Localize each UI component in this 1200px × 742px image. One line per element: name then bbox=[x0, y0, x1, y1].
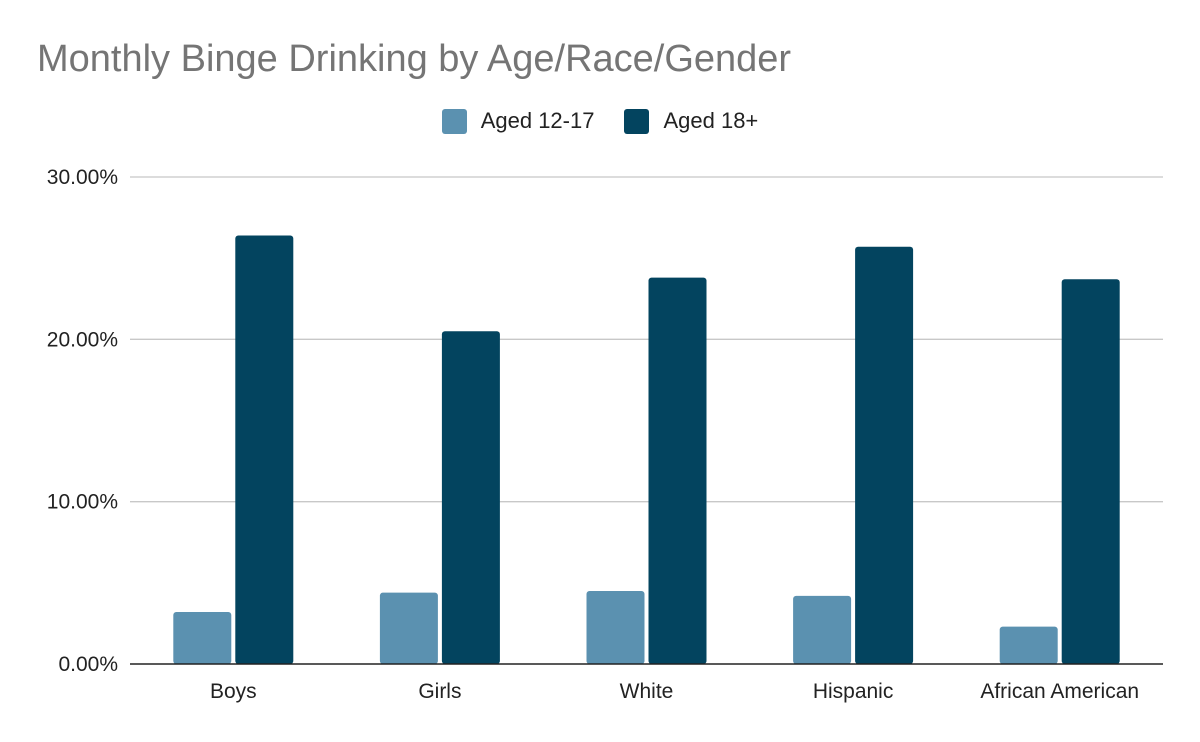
bar-aged-12-17 bbox=[379, 592, 438, 664]
y-tick-label: 10.00% bbox=[47, 491, 118, 514]
legend-item-aged-12-17: Aged 12-17 bbox=[441, 108, 595, 134]
legend-label-aged-18-plus: Aged 18+ bbox=[663, 108, 759, 133]
bar-aged-18-plus bbox=[235, 235, 294, 664]
x-tick-label: Hispanic bbox=[813, 680, 894, 703]
chart-title: Monthly Binge Drinking by Age/Race/Gende… bbox=[37, 38, 792, 80]
legend-swatch-aged-12-17 bbox=[441, 108, 467, 134]
bar-aged-12-17 bbox=[586, 590, 645, 664]
x-tick-label: Boys bbox=[210, 680, 257, 703]
bar-aged-12-17 bbox=[173, 612, 232, 664]
y-tick-label: 20.00% bbox=[47, 328, 118, 351]
bar-aged-18-plus bbox=[441, 331, 500, 664]
y-tick-label: 30.00% bbox=[47, 166, 118, 189]
y-tick-label: 0.00% bbox=[58, 653, 118, 676]
legend-item-aged-18-plus: Aged 18+ bbox=[624, 108, 758, 134]
bar-aged-12-17 bbox=[793, 595, 852, 664]
legend: Aged 12-17 Aged 18+ bbox=[0, 108, 1200, 134]
bar-aged-18-plus bbox=[648, 277, 707, 664]
legend-label-aged-12-17: Aged 12-17 bbox=[480, 108, 595, 133]
bar-aged-18-plus bbox=[1061, 279, 1120, 664]
legend-swatch-aged-18-plus bbox=[624, 108, 650, 134]
x-tick-label: African American bbox=[980, 680, 1139, 703]
x-tick-label: Girls bbox=[418, 680, 461, 703]
bar-aged-12-17 bbox=[999, 626, 1058, 664]
x-tick-label: White bbox=[620, 680, 674, 703]
bar-aged-18-plus bbox=[855, 246, 914, 664]
